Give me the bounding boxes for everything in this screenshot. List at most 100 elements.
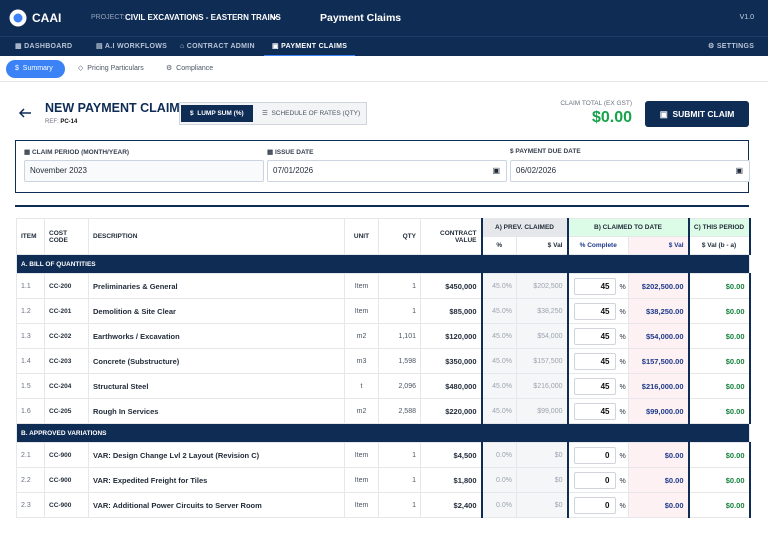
group-header: C) THIS PERIOD	[687, 218, 751, 237]
chevron	[270, 15, 278, 20]
prev-value: $54,000	[516, 323, 568, 349]
claimed-value: $202,500.00	[627, 273, 690, 299]
mode[interactable]: ☰ SCHEDULE OF RATES (QTY)	[262, 110, 361, 117]
unit: m2	[344, 398, 379, 424]
item: 2.1	[16, 442, 45, 468]
pct-input[interactable]: 0	[573, 471, 616, 489]
field-label: $ PAYMENT DUE DATE	[510, 148, 581, 155]
settings[interactable]: ⚙ SETTINGS	[708, 43, 755, 50]
pct-cell: 0%	[566, 492, 629, 518]
pct-input[interactable]: 45	[573, 402, 616, 420]
nav-item[interactable]: ▦ DASHBOARD	[15, 43, 73, 50]
column-header: COST CODE	[44, 218, 89, 255]
pct-input[interactable]: 45	[573, 352, 616, 370]
column-header: UNIT	[344, 218, 379, 255]
pct-cell: 45%	[566, 298, 629, 324]
table-row: 1.2 CC-201 Demolition & Site Clear Item 1 $85…	[16, 298, 751, 324]
top-bar: CAAI PROJECT: CIVIL EXCAVATIONS - EASTER…	[0, 0, 768, 36]
prev-pct: 45.0%	[480, 273, 517, 299]
contract-value: $4,500	[420, 442, 482, 468]
group-header: A) PREV. CLAIMED	[480, 218, 568, 237]
claim-total: $0.00	[591, 109, 632, 126]
nav-item[interactable]: ⌂ CONTRACT ADMIN	[180, 43, 255, 50]
pct-cell: 45%	[566, 373, 629, 399]
cost-code: CC-200	[44, 273, 89, 299]
pct-input[interactable]: 45	[573, 327, 616, 345]
this-period: $0.00	[687, 273, 751, 299]
pct-input[interactable]: 0	[573, 446, 616, 464]
pct-unit: %	[619, 408, 626, 416]
logo[interactable]: CAAI	[32, 11, 62, 25]
pct-input[interactable]: 45	[573, 377, 616, 395]
field-value: 06/02/2026	[516, 166, 557, 175]
section-title: A. BILL OF QUANTITIES	[15, 254, 751, 274]
pct-cell: 45%	[566, 273, 629, 299]
nav-bar: ▦ DASHBOARD ▤ A.I WORKFLOWS ⌂ CONTRACT A…	[0, 36, 768, 57]
pct-unit: %	[619, 452, 626, 460]
tab-label: Summary	[22, 65, 53, 72]
pct-unit: %	[619, 477, 626, 485]
pct-input[interactable]: 45	[573, 302, 616, 320]
pct-input[interactable]: 0	[573, 496, 616, 514]
prev-pct: 0.0%	[480, 492, 517, 518]
prev-value: $157,500	[516, 348, 568, 374]
project-label: PROJECT:	[91, 14, 125, 21]
submit-button[interactable]: ▣ SUBMIT CLAIM	[645, 101, 749, 127]
field: ▦ ISSUE DATE 07/01/2026 ▣	[267, 148, 507, 182]
table-row: 1.1 CC-200 Preliminaries & General Item 1 $45…	[16, 273, 751, 299]
description: VAR: Additional Power Circuits to Server…	[88, 492, 345, 518]
prev-value: $0	[516, 442, 568, 468]
table-row: 1.3 CC-202 Earthworks / Excavation m2 1,101 $…	[16, 323, 751, 349]
this-period: $0.00	[687, 492, 751, 518]
tab[interactable]: ◇ Pricing Particulars	[78, 65, 144, 72]
pct-cell: 45%	[566, 348, 629, 374]
cost-code: CC-900	[44, 442, 89, 468]
tab[interactable]: ⚙ Compliance	[166, 65, 214, 72]
qty: 1	[378, 442, 421, 468]
claimed-value: $0.00	[627, 442, 690, 468]
contract-value: $350,000	[420, 348, 482, 374]
column-header: ITEM	[16, 218, 45, 255]
submit-label: SUBMIT CLAIM	[672, 109, 735, 119]
description: VAR: Design Change Lvl 2 Layout (Revisio…	[88, 442, 345, 468]
claimed-value: $0.00	[627, 467, 690, 493]
pct-cell: 45%	[566, 323, 629, 349]
field-input[interactable]: November 2023	[24, 160, 264, 182]
tab-active[interactable]: $ Summary	[6, 60, 65, 78]
qty: 1	[378, 492, 421, 518]
logo-icon	[9, 9, 27, 27]
back-arrow[interactable]	[18, 107, 32, 119]
project-name[interactable]: CIVIL EXCAVATIONS - EASTERN TRAINS	[125, 13, 281, 22]
claimed-value: $157,500.00	[627, 348, 690, 374]
cost-code: CC-201	[44, 298, 89, 324]
prev-pct: 45.0%	[480, 323, 517, 349]
section-row: A. BILL OF QUANTITIES	[15, 254, 751, 274]
description: Rough In Services	[88, 398, 345, 424]
mode-active[interactable]: $ LUMP SUM (%)	[181, 105, 253, 122]
this-period: $0.00	[687, 298, 751, 324]
prev-value: $0	[516, 467, 568, 493]
subcolumn-header: $ Val (b - a)	[687, 236, 751, 255]
this-period: $0.00	[687, 398, 751, 424]
pct-input[interactable]: 45	[573, 277, 616, 295]
prev-value: $216,000	[516, 373, 568, 399]
field-value: November 2023	[30, 166, 87, 175]
unit: Item	[344, 298, 379, 324]
field-label: ▦ ISSUE DATE	[267, 149, 314, 156]
item: 1.1	[16, 273, 45, 299]
nav-label: A.I WORKFLOWS	[104, 43, 168, 50]
field-input[interactable]: 06/02/2026 ▣	[510, 160, 750, 182]
description: VAR: Expedited Freight for Tiles	[88, 467, 345, 493]
nav-item-active[interactable]: ▣ PAYMENT CLAIMS	[264, 37, 356, 57]
nav-item[interactable]: ▤ A.I WORKFLOWS	[96, 43, 168, 50]
field-input[interactable]: 07/01/2026 ▣	[267, 160, 507, 182]
this-period: $0.00	[687, 348, 751, 374]
contract-value: $480,000	[420, 373, 482, 399]
cost-code: CC-900	[44, 492, 89, 518]
contract-value: $120,000	[420, 323, 482, 349]
this-period: $0.00	[687, 323, 751, 349]
unit: Item	[344, 467, 379, 493]
unit: Item	[344, 442, 379, 468]
calendar-icon: ▣	[492, 166, 500, 175]
